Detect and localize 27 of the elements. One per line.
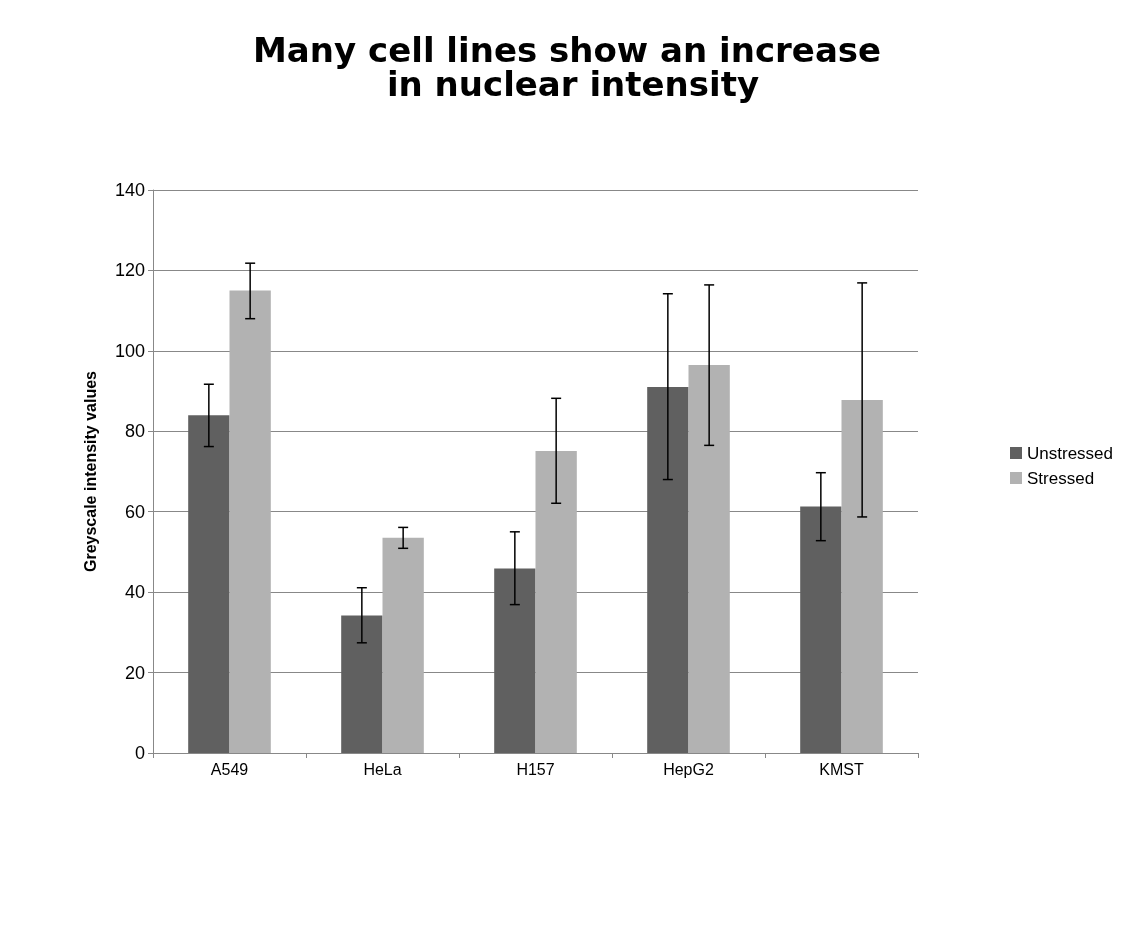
x-tick-label: HepG2 [663, 760, 714, 778]
y-tick-label: 0 [134, 743, 145, 763]
bar [841, 399, 883, 753]
bar [800, 506, 842, 753]
y-axis-title: Greyscale intensity values [81, 370, 99, 572]
x-tick-label: H157 [516, 760, 555, 778]
bar [494, 568, 536, 753]
bar [535, 450, 577, 753]
bar [382, 537, 424, 753]
y-tick-label: 100 [114, 340, 145, 361]
y-tick-label: 20 [124, 662, 145, 683]
x-tick-label: KMST [819, 760, 864, 778]
bar [647, 387, 689, 753]
y-tick-label: 80 [124, 421, 145, 442]
x-tick-label: HeLa [363, 760, 402, 778]
x-tick-label: A549 [210, 760, 249, 778]
y-tick-label: 40 [124, 582, 145, 603]
y-tick-label: 60 [124, 501, 145, 522]
y-tick-label: 140 [114, 180, 145, 200]
y-tick-label: 120 [114, 260, 145, 281]
bar [188, 415, 230, 753]
bar [688, 364, 730, 753]
legend-label: Unstressed [1027, 443, 1113, 463]
bar [341, 615, 383, 753]
bar [229, 290, 271, 753]
chart-title: Many cell lines show an increase in nuclear intensity [253, 30, 893, 104]
legend-label: Stressed [1027, 468, 1095, 488]
